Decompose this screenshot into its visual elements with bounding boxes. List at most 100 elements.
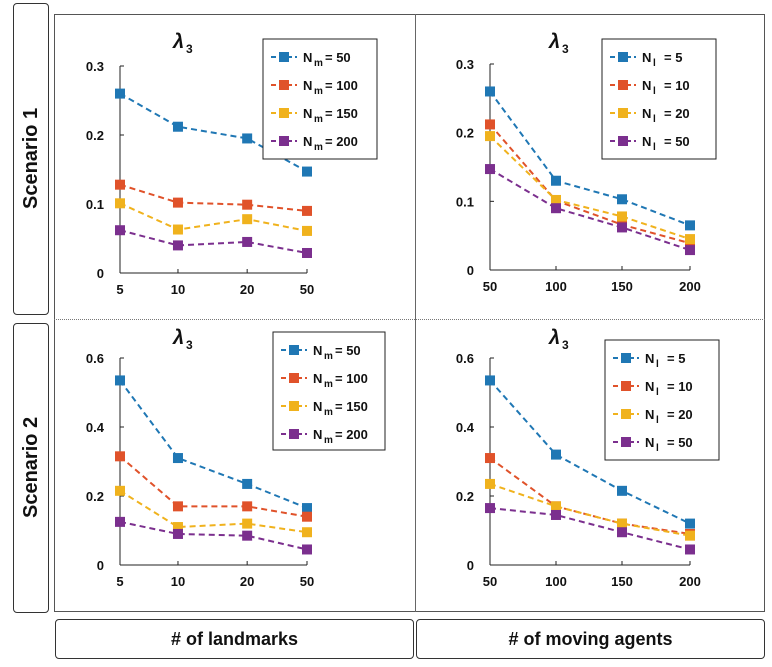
y-tick-label: 0.3 [86,59,104,74]
x-tick-label: 20 [240,574,254,589]
legend-swatch-marker [289,373,299,383]
data-point [485,375,495,386]
data-point [485,453,495,464]
legend-label: = 200 [335,427,368,442]
legend-label: = 100 [325,78,358,93]
chart-title: λ [548,31,560,53]
data-point [617,518,627,529]
legend-label: = 10 [664,78,690,93]
chart-title-subscript: 3 [186,338,193,352]
legend-symbol: N [313,399,322,414]
data-point [115,516,125,527]
legend-subscript: m [324,407,333,418]
series-line [489,168,691,252]
legend-label: = 50 [325,50,351,65]
series-line [119,183,308,212]
legend-symbol: N [645,351,654,366]
data-point [302,225,312,236]
chart-title: λ [172,31,184,53]
chart-title: λ [172,327,184,349]
data-point [115,179,125,190]
chart-scenario1-agents: λ 3 0 0.1 0.2 0.3 50 100 150 200 N l = 5 N l = 10 N l = 20… [456,31,717,294]
legend-swatch-marker [279,80,289,90]
legend-label: = 10 [667,379,693,394]
row-label-box-scenario-1 [13,3,49,315]
series-line [489,457,691,535]
data-point [115,198,125,209]
x-tick-label: 10 [171,282,185,297]
legend-swatch-marker [618,108,628,118]
data-point [617,211,627,222]
data-point [242,214,253,225]
series-line [119,455,308,518]
legend-label: = 5 [667,351,685,366]
legend-subscript: m [324,435,333,446]
data-point [551,203,561,214]
data-point [302,511,312,522]
data-point [115,451,125,462]
legend-label: = 150 [335,399,368,414]
data-point [172,121,183,132]
data-point [551,501,561,512]
series-line [489,123,691,245]
series-line [489,90,691,227]
data-point [685,518,695,529]
data-point [551,194,561,205]
y-tick-label: 0.2 [86,128,104,143]
legend-subscript: l [656,415,659,426]
data-point [242,518,253,529]
legend-symbol: N [645,379,654,394]
data-point [242,133,253,144]
data-point [172,197,183,208]
legend-swatch-marker [289,401,299,411]
legend-subscript: l [656,359,659,370]
y-tick-label: 0.2 [456,489,474,504]
data-point [172,453,183,464]
series-line [119,229,308,254]
legend-symbol: N [313,371,322,386]
legend-swatch-marker [621,409,631,419]
series-line [489,507,691,551]
x-tick-label: 150 [611,574,633,589]
legend-swatch-marker [279,136,289,146]
data-point [242,501,253,512]
data-point [685,530,695,541]
y-tick-label: 0.4 [86,420,105,435]
x-tick-label: 50 [300,282,314,297]
data-point [485,164,495,175]
legend-symbol: N [313,343,322,358]
legend-swatch-marker [621,353,631,363]
chart-title-subscript: 3 [562,42,569,56]
data-point [617,222,627,233]
chart-title-subscript: 3 [186,42,193,56]
legend-subscript: l [656,387,659,398]
y-tick-label: 0.1 [456,194,474,209]
x-tick-label: 50 [483,574,497,589]
series-line [489,135,691,241]
series-line [119,202,308,232]
data-point [242,236,253,247]
legend-subscript: l [653,86,656,97]
grid-vertical-divider [415,14,416,612]
data-point [302,205,312,216]
legend-subscript: l [653,58,656,69]
xlabel-moving-agents: # of moving agents [416,619,765,659]
legend-swatch-marker [289,345,299,355]
legend-subscript: m [314,86,323,97]
legend-label: = 200 [325,134,358,149]
data-point [115,88,125,99]
data-point [485,119,495,130]
data-point [115,375,125,386]
data-point [302,527,312,538]
legend-subscript: m [324,379,333,390]
row-label-scenario-2: Scenario 2 [20,416,42,518]
legend-subscript: l [653,114,656,125]
y-tick-label: 0 [97,266,104,281]
legend-swatch-marker [618,136,628,146]
y-tick-label: 0.2 [456,126,474,141]
legend-label: = 50 [664,134,690,149]
legend-label: = 100 [335,371,368,386]
data-point [685,544,695,555]
